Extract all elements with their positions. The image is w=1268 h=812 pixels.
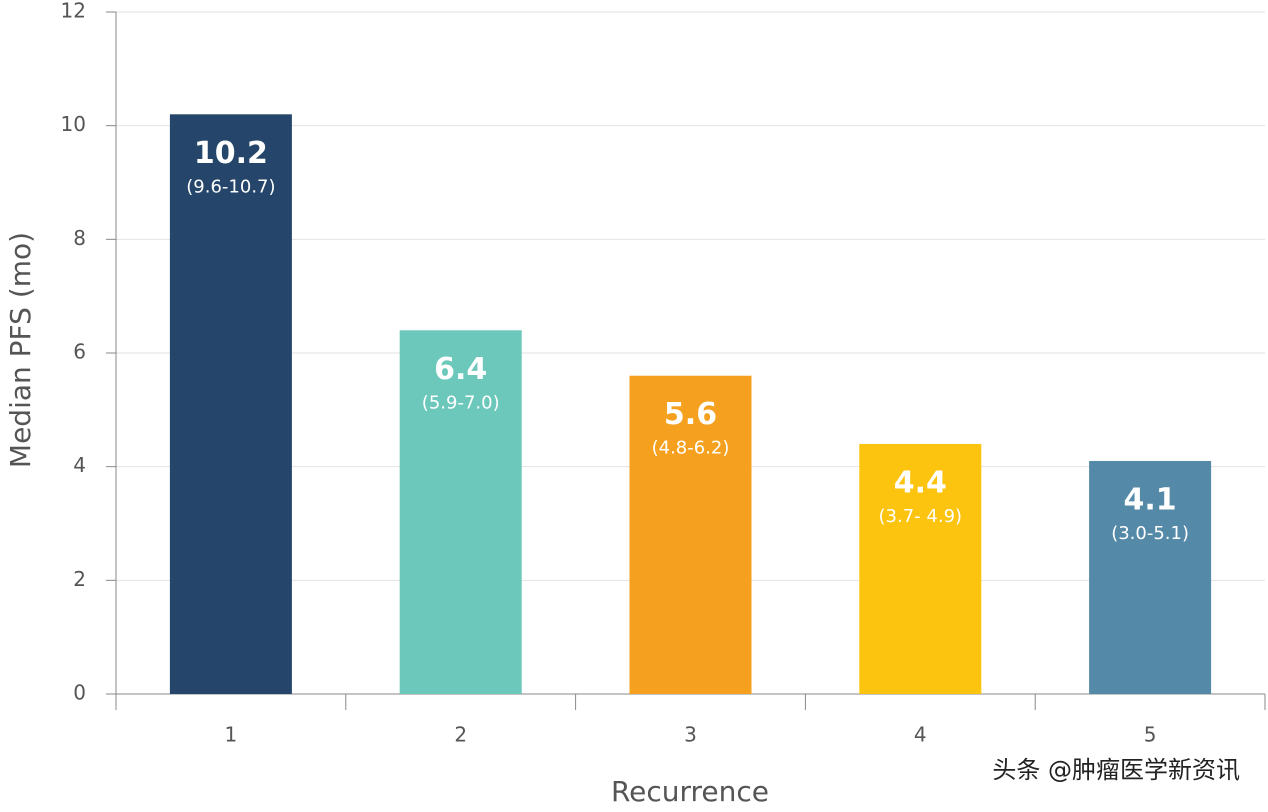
ci-label: (3.0-5.1): [1111, 523, 1189, 544]
y-tick-label: 4: [73, 453, 86, 477]
x-axis-label: Recurrence: [611, 775, 769, 808]
y-tick-label: 10: [61, 112, 86, 136]
y-tick-label: 2: [73, 567, 86, 591]
y-axis-label: Median PFS (mo): [4, 232, 37, 468]
ci-label: (5.9-7.0): [422, 392, 500, 413]
bar: [169, 114, 292, 695]
x-tick-label: 1: [225, 723, 238, 747]
x-tick-label: 5: [1144, 723, 1157, 747]
watermark: 头条 @肿瘤医学新资讯: [992, 756, 1240, 784]
data-label: 4.4: [894, 465, 947, 500]
data-label: 4.1: [1124, 482, 1177, 517]
y-tick-label: 6: [73, 340, 86, 364]
bar: [859, 443, 982, 694]
x-tick-label: 2: [454, 723, 467, 747]
x-tick-label: 3: [684, 723, 697, 747]
data-label: 6.4: [434, 352, 487, 387]
y-tick-label: 8: [73, 226, 86, 250]
ci-label: (4.8-6.2): [652, 438, 730, 459]
bar: [629, 375, 752, 694]
x-tick-label: 4: [914, 723, 927, 747]
bar: [1089, 460, 1212, 694]
y-tick-label: 0: [73, 681, 86, 705]
bar: [399, 330, 522, 694]
ci-label: (9.6-10.7): [186, 176, 275, 197]
ci-label: (3.7- 4.9): [879, 506, 963, 527]
data-label: 5.6: [664, 397, 717, 432]
data-label: 10.2: [194, 136, 268, 171]
y-tick-label: 12: [61, 0, 86, 23]
